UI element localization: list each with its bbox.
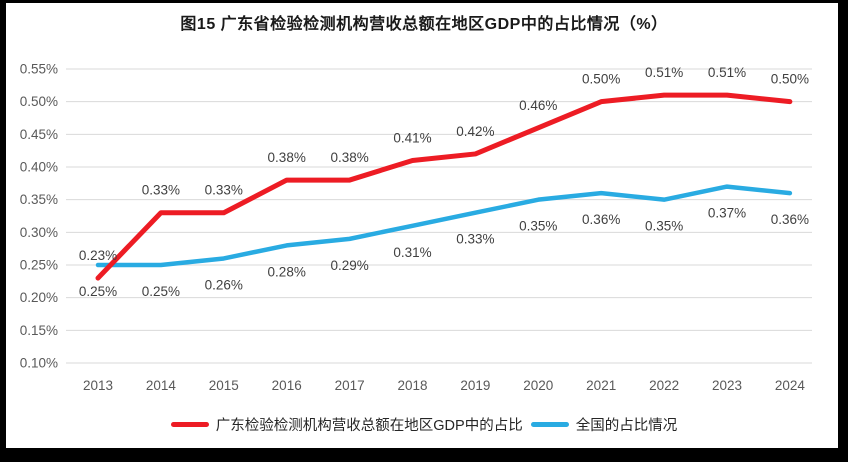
data-label-guangdong: 0.50% — [771, 72, 809, 87]
frame-border-bottom — [0, 448, 848, 462]
x-axis-tick-label: 2022 — [649, 378, 679, 393]
x-axis-tick-label: 2023 — [712, 378, 742, 393]
legend-item-guangdong: 广东检验检测机构营收总额在地区GDP中的占比 — [170, 414, 523, 435]
x-axis-tick-label: 2020 — [523, 378, 553, 393]
y-axis-tick-label: 0.40% — [20, 160, 58, 175]
legend-item-national: 全国的占比情况 — [530, 414, 678, 435]
y-axis-tick-label: 0.45% — [20, 127, 58, 142]
y-axis-tick-label: 0.35% — [20, 192, 58, 207]
x-axis-tick-label: 2019 — [460, 378, 490, 393]
data-label-national: 0.26% — [205, 277, 243, 292]
legend-label-national: 全国的占比情况 — [575, 417, 678, 434]
data-label-national: 0.25% — [79, 284, 117, 299]
frame-border-top — [0, 0, 848, 3]
y-axis-tick-label: 0.25% — [20, 258, 58, 273]
frame-border-left — [0, 0, 6, 462]
data-label-guangdong: 0.50% — [582, 72, 620, 87]
data-label-guangdong: 0.51% — [645, 65, 683, 80]
data-label-national: 0.37% — [708, 206, 746, 221]
data-label-national: 0.29% — [330, 258, 368, 273]
chart-title: 图15 广东省检验检测机构营收总额在地区GDP中的占比情况（%） — [180, 16, 668, 33]
x-axis-tick-label: 2018 — [397, 378, 427, 393]
data-label-guangdong: 0.33% — [142, 183, 180, 198]
y-axis-tick-label: 0.10% — [20, 356, 58, 371]
data-label-national: 0.33% — [456, 232, 494, 247]
series-line-national — [95, 184, 793, 268]
data-label-national: 0.36% — [771, 212, 809, 227]
legend: 广东检验检测机构营收总额在地区GDP中的占比 全国的占比情况 — [0, 413, 848, 435]
data-label-guangdong: 0.38% — [330, 150, 368, 165]
data-label-national: 0.31% — [393, 245, 431, 260]
x-axis-tick-label: 2024 — [775, 378, 806, 393]
data-label-guangdong: 0.51% — [708, 65, 746, 80]
x-axis-tick-label: 2015 — [209, 378, 239, 393]
y-axis-tick-label: 0.20% — [20, 290, 58, 305]
x-axis-tick-label: 2014 — [146, 378, 177, 393]
data-label-national: 0.36% — [582, 212, 620, 227]
legend-label-guangdong: 广东检验检测机构营收总额在地区GDP中的占比 — [215, 417, 523, 434]
data-label-national: 0.35% — [519, 219, 557, 234]
series-line-guangdong — [95, 92, 793, 281]
x-axis-tick-label: 2021 — [586, 378, 616, 393]
data-label-guangdong: 0.41% — [393, 130, 431, 145]
x-axis-tick-label: 2016 — [272, 378, 302, 393]
legend-swatch-guangdong-line — [170, 421, 209, 427]
x-axis-tick-label: 2017 — [335, 378, 365, 393]
frame-border-right — [838, 0, 848, 462]
y-axis-tick-label: 0.15% — [20, 323, 58, 338]
data-label-guangdong: 0.46% — [519, 98, 557, 113]
data-label-guangdong: 0.23% — [79, 248, 117, 263]
data-label-guangdong: 0.33% — [205, 183, 243, 198]
data-label-national: 0.25% — [142, 284, 180, 299]
legend-swatch-national-line — [530, 421, 569, 427]
y-axis-tick-label: 0.50% — [20, 94, 58, 109]
y-axis-tick-label: 0.30% — [20, 225, 58, 240]
data-label-guangdong: 0.42% — [456, 124, 494, 139]
y-axis-tick-label: 0.55% — [20, 62, 58, 77]
x-axis-tick-label: 2013 — [83, 378, 113, 393]
data-label-national: 0.28% — [268, 264, 306, 279]
data-label-national: 0.35% — [645, 219, 683, 234]
data-label-guangdong: 0.38% — [268, 150, 306, 165]
